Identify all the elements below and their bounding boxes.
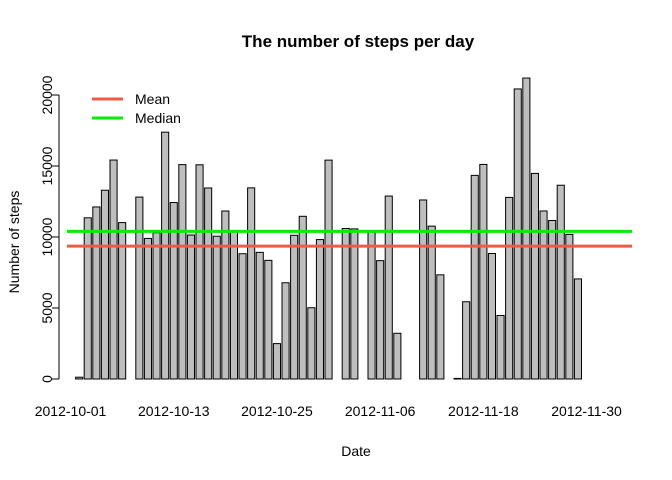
bar-2012-11-12: [428, 226, 435, 379]
bar-2012-10-26: [282, 283, 289, 379]
y-axis-label: Number of steps: [6, 191, 22, 294]
bar-2012-10-22: [248, 188, 255, 379]
bar-2012-11-21: [506, 197, 513, 379]
y-tick-label: 20000: [39, 75, 55, 114]
bar-2012-10-10: [144, 238, 151, 379]
mean-legend-label: Mean: [135, 91, 170, 107]
x-tick-labels: 2012-10-01 2012-10-13 2012-10-25 2012-11-06…: [35, 403, 622, 419]
bar-2012-11-05: [368, 231, 375, 379]
bar-2012-10-14: [179, 165, 186, 379]
x-tick-label: 2012-11-30: [551, 403, 622, 419]
y-tick-label: 10000: [39, 217, 55, 256]
bar-2012-10-23: [256, 252, 263, 379]
bar-2012-10-18: [213, 236, 220, 379]
bar-2012-11-02: [342, 228, 349, 379]
y-tick-label: 15000: [39, 146, 55, 185]
bar-2012-11-06: [377, 261, 384, 379]
bar-2012-11-03: [351, 229, 358, 379]
bar-2012-10-29: [308, 308, 315, 379]
bar-2012-10-30: [316, 240, 323, 379]
median-legend-label: Median: [135, 110, 181, 126]
bar-2012-10-25: [273, 344, 280, 379]
chart-title: The number of steps per day: [242, 32, 475, 51]
bar-2012-10-11: [153, 233, 160, 379]
bar-2012-10-06: [110, 160, 117, 379]
bar-2012-11-25: [540, 211, 547, 379]
bar-2012-11-07: [385, 196, 392, 379]
x-tick-label: 2012-11-18: [448, 403, 519, 419]
bar-2012-10-24: [265, 260, 272, 379]
bar-2012-10-15: [187, 235, 194, 379]
bar-2012-10-13: [170, 203, 177, 379]
bar-2012-10-02: [76, 377, 83, 379]
bar-2012-10-09: [136, 197, 143, 379]
y-axis: 0 5000 10000 15000 20000: [39, 75, 59, 383]
bar-2012-11-19: [488, 253, 495, 379]
bar-2012-11-22: [514, 89, 521, 379]
bar-2012-11-24: [531, 173, 538, 379]
bar-2012-10-05: [101, 190, 108, 379]
bar-2012-10-03: [84, 218, 91, 379]
bar-2012-10-12: [162, 132, 169, 379]
bar-2012-11-13: [437, 275, 444, 379]
bar-2012-11-29: [574, 279, 581, 379]
bar-2012-11-08: [394, 333, 401, 379]
x-axis-label: Date: [341, 443, 371, 459]
bar-2012-10-27: [291, 235, 298, 379]
x-tick-label: 2012-10-01: [35, 403, 107, 419]
bar-2012-11-27: [557, 185, 564, 379]
bar-2012-11-17: [471, 175, 478, 379]
bar-2012-11-28: [566, 234, 573, 379]
bar-2012-10-28: [299, 216, 306, 379]
bar-2012-11-11: [420, 200, 427, 379]
x-tick-label: 2012-11-06: [345, 403, 416, 419]
bar-2012-10-21: [239, 254, 246, 379]
bar-2012-10-31: [325, 160, 332, 379]
y-tick-label: 0: [39, 375, 55, 383]
bar-2012-10-20: [230, 231, 237, 379]
bar-2012-11-16: [463, 302, 470, 379]
bar-2012-10-16: [196, 165, 203, 379]
bar-2012-11-15: [454, 378, 461, 379]
bar-2012-11-23: [523, 78, 530, 379]
bar-2012-10-17: [205, 188, 212, 379]
bar-2012-11-18: [480, 164, 487, 379]
bar-2012-11-26: [549, 221, 556, 380]
legend: Mean Median: [92, 91, 181, 126]
x-tick-label: 2012-10-13: [138, 403, 210, 419]
bar-2012-11-20: [497, 316, 504, 380]
bar-2012-10-19: [222, 211, 229, 379]
x-tick-label: 2012-10-25: [241, 403, 313, 419]
y-tick-label: 5000: [39, 292, 55, 323]
